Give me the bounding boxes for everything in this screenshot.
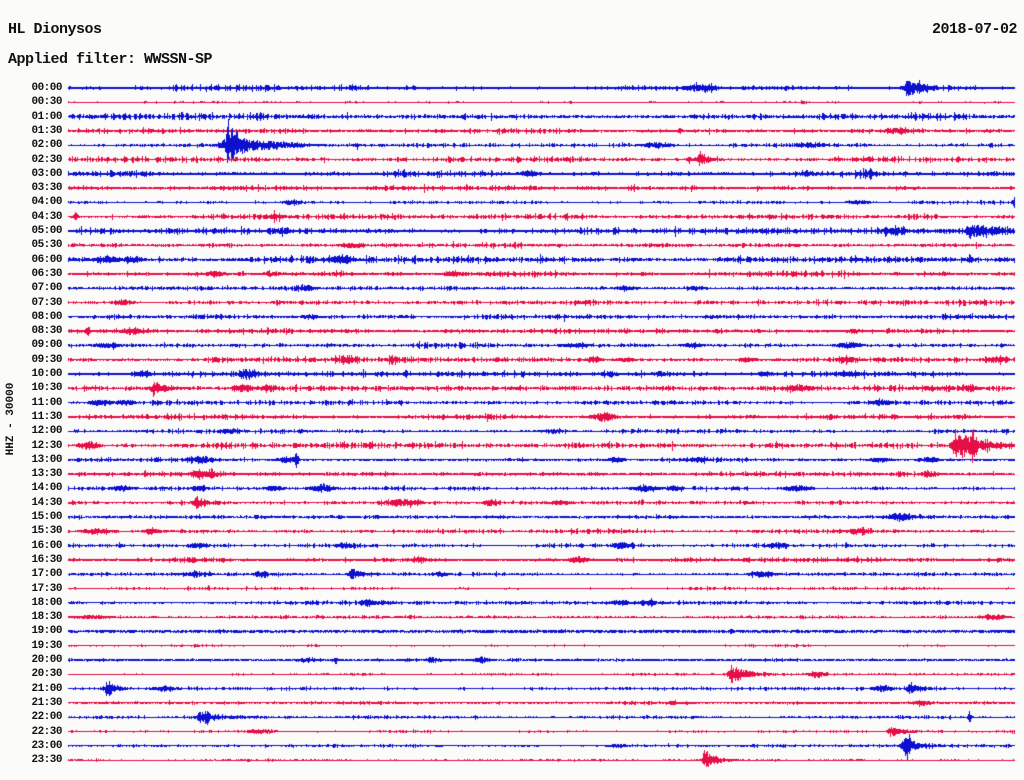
seismogram-traces-canvas — [0, 0, 1024, 780]
helicorder-page: HL Dionysos Applied filter: WWSSN-SP 201… — [0, 0, 1024, 780]
